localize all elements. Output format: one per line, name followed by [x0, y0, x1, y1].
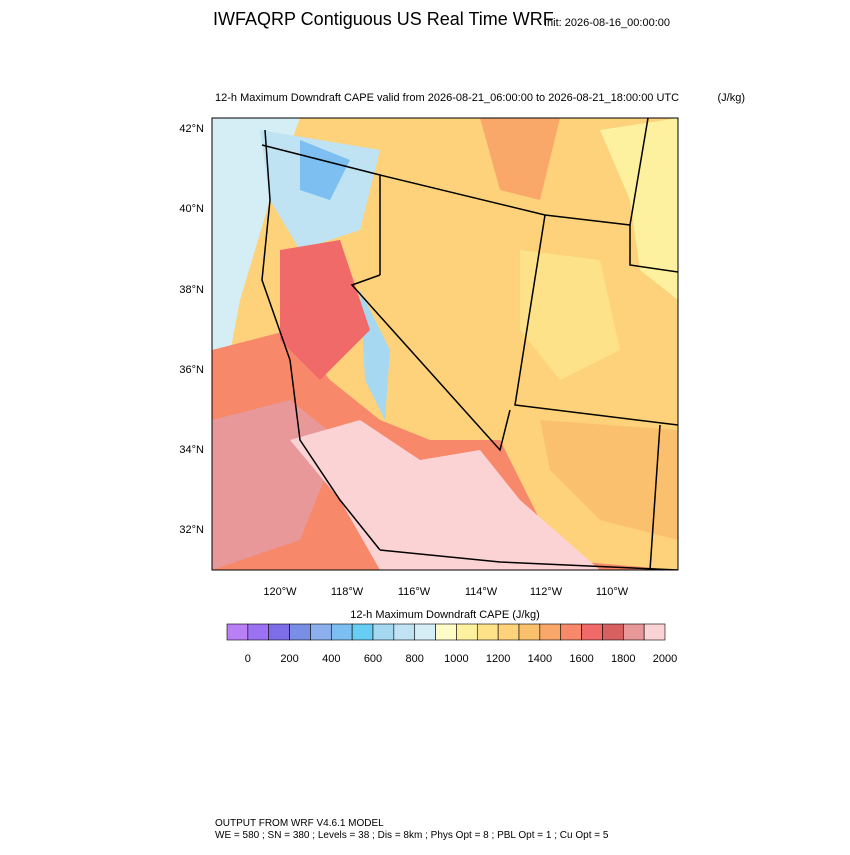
lat-label: 36°N [179, 364, 204, 376]
colorbar-tick-label: 200 [280, 653, 298, 665]
colorbar-box [560, 623, 582, 641]
title: IWFAQRP Contiguous US Real Time WRF [213, 9, 554, 29]
colorbar-box [351, 623, 374, 641]
colorbar-tick-label: 1800 [611, 653, 635, 665]
colorbar-tick-label: 1400 [528, 653, 552, 665]
colorbar-box [602, 623, 624, 641]
colorbar-box [310, 623, 332, 641]
colorbar-box [581, 623, 603, 641]
colorbar-box [268, 623, 290, 641]
colorbar-tick-label: 1600 [569, 653, 593, 665]
lat-label: 34°N [179, 444, 204, 456]
lon-label: 112°W [530, 586, 563, 598]
footer-line: OUTPUT FROM WRF V4.6.1 MODEL [215, 818, 384, 829]
lon-label: 118°W [331, 586, 364, 598]
colorbar-box [330, 623, 353, 641]
colorbar-box [497, 623, 520, 641]
colorbar-box [435, 623, 457, 641]
lat-label: 42°N [179, 123, 204, 135]
colorbar-box [226, 623, 249, 641]
lon-label: 110°W [596, 586, 629, 598]
colorbar-box [476, 623, 499, 641]
colorbar-box [372, 623, 395, 641]
colorbar-box [247, 623, 270, 641]
map-field [212, 118, 678, 570]
subtitle: 12-h Maximum Downdraft CAPE valid from 2… [215, 92, 679, 104]
colorbar-tick-label: 1200 [486, 653, 510, 665]
colorbar-box [393, 623, 416, 641]
colorbar-box [456, 623, 478, 641]
colorbar-tick-label: 400 [322, 653, 340, 665]
colorbar-tick-label: 0 [245, 653, 251, 665]
colorbar-label: 12-h Maximum Downdraft CAPE (J/kg) [350, 609, 540, 621]
map-frame [211, 117, 679, 571]
colorbar: 0 200 400 600 800 1000 1200 1400 1600 1800 2000 [226, 623, 677, 665]
colorbar-box [289, 623, 311, 641]
lat-label: 40°N [179, 203, 204, 215]
footer-line: WE = 580 ; SN = 380 ; Levels = 38 ; Dis … [215, 830, 609, 841]
lat-label: 38°N [179, 284, 204, 296]
colorbar-box [518, 623, 541, 641]
colorbar-box [622, 623, 645, 641]
borders [261, 118, 678, 570]
init: Init: 2026-08-16_00:00:00 [544, 17, 670, 29]
colorbar-tick-label: 600 [364, 653, 382, 665]
lon-label: 120°W [263, 586, 297, 598]
lon-labels: 120°W 118°W 116°W 114°W 112°W 110°W [263, 586, 628, 598]
colorbar-tick-label: 1000 [444, 653, 468, 665]
lat-label: 32°N [179, 524, 204, 536]
colorbar-box [414, 623, 436, 641]
colorbar-box [643, 623, 666, 641]
lon-label: 114°W [465, 586, 498, 598]
colorbar-tick-label: 2000 [653, 653, 677, 665]
lat-labels: 42°N 40°N 38°N 36°N 34°N 32°N [179, 123, 204, 536]
colorbar-tick-label: 800 [406, 653, 424, 665]
lon-label: 116°W [398, 586, 431, 598]
units: (J/kg) [718, 92, 746, 104]
colorbar-box [539, 623, 562, 641]
